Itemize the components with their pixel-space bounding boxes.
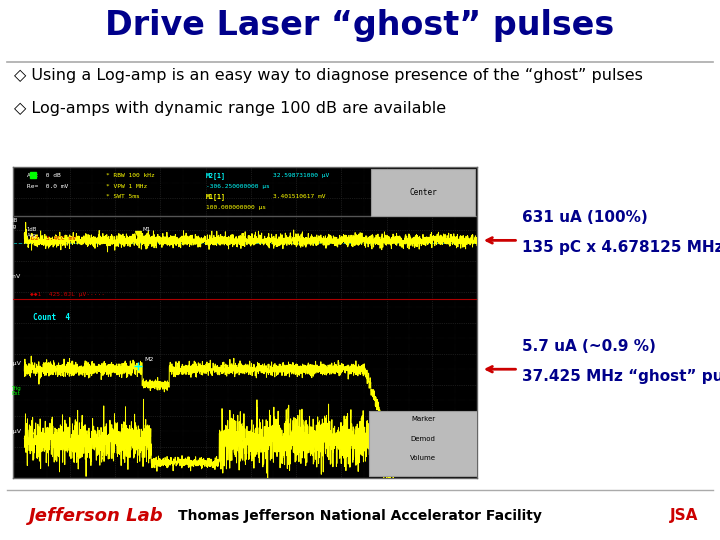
Text: D2  3.4CC mV: D2 3.4CC mV	[31, 236, 76, 241]
Text: ◆◆1  425.0JL µV·····: ◆◆1 425.0JL µV·····	[30, 292, 104, 296]
Text: M2: M2	[144, 357, 154, 362]
Text: Drive Laser “ghost” pulses: Drive Laser “ghost” pulses	[105, 9, 615, 43]
Text: 3.401510617 mV: 3.401510617 mV	[274, 194, 326, 199]
Text: Count  4: Count 4	[33, 313, 71, 321]
Text: JSA: JSA	[670, 508, 698, 523]
Text: Re=  0.0 mV: Re= 0.0 mV	[27, 184, 68, 188]
Text: 135 pC x 4.678125 MHz: 135 pC x 4.678125 MHz	[522, 240, 720, 255]
Text: CF 1.4970011/8 GHz   500.0 µs/: CF 1.4970011/8 GHz 500.0 µs/	[38, 482, 150, 487]
Text: 1dB
Avg: 1dB Avg	[27, 227, 37, 238]
Text: -306.250000000 µs: -306.250000000 µs	[205, 184, 269, 188]
Text: 37.425 MHz “ghost” pulses: 37.425 MHz “ghost” pulses	[522, 369, 720, 384]
Text: Volume: Volume	[410, 455, 436, 461]
Text: M1[1]: M1[1]	[205, 193, 225, 200]
Text: M2[1]: M2[1]	[205, 172, 225, 179]
Text: 1 dB
Avg: 1 dB Avg	[5, 218, 17, 229]
Text: * VPW 1 MHz: * VPW 1 MHz	[106, 184, 147, 188]
Text: 100 µV: 100 µV	[0, 361, 21, 366]
Text: Thomas Jefferson National Accelerator Facility: Thomas Jefferson National Accelerator Fa…	[178, 509, 542, 523]
Text: Center: Center	[409, 188, 437, 197]
Text: Demod: Demod	[410, 436, 436, 442]
Text: ◇ Log-amps with dynamic range 100 dB are available: ◇ Log-amps with dynamic range 100 dB are…	[14, 101, 446, 116]
Text: ◇ Using a Log-amp is an easy way to diagnose presence of the “ghost” pulses: ◇ Using a Log-amp is an easy way to diag…	[14, 68, 643, 83]
Text: 1 mV: 1 mV	[4, 274, 21, 279]
FancyBboxPatch shape	[371, 169, 475, 215]
Text: 10 µV: 10 µV	[3, 429, 21, 434]
Text: 32.598731000 µV: 32.598731000 µV	[274, 173, 330, 178]
Text: Jefferson Lab: Jefferson Lab	[29, 507, 163, 525]
Text: 100.000000000 µs: 100.000000000 µs	[205, 205, 266, 210]
Text: A+t  0 dB: A+t 0 dB	[27, 173, 60, 178]
Text: Marker: Marker	[411, 416, 435, 422]
Text: M1: M1	[142, 227, 150, 232]
Text: * RBW 100 kHz: * RBW 100 kHz	[106, 173, 155, 178]
Text: * SWT 5ms: * SWT 5ms	[106, 194, 140, 199]
Text: 5.7 uA (~0.9 %): 5.7 uA (~0.9 %)	[522, 339, 656, 354]
FancyBboxPatch shape	[369, 411, 477, 476]
Text: Trig
Ext: Trig Ext	[11, 386, 21, 396]
Text: 631 uA (100%): 631 uA (100%)	[522, 210, 648, 225]
